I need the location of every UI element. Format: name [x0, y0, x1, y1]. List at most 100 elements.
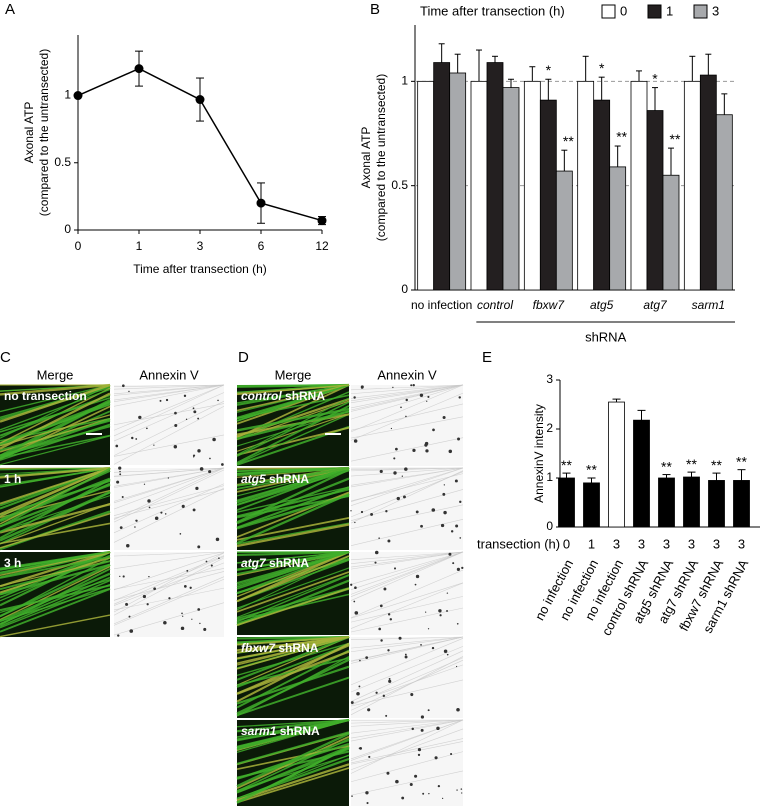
puncta — [396, 496, 400, 501]
neurite — [236, 494, 350, 530]
neurite — [236, 718, 350, 733]
puncta — [358, 685, 361, 688]
bar — [486, 62, 504, 291]
neurite — [350, 384, 464, 395]
puncta — [441, 797, 444, 799]
construct: shRNA — [285, 389, 325, 403]
puncta — [360, 386, 364, 389]
legend-label: 3 — [712, 3, 719, 18]
puncta — [420, 643, 422, 646]
puncta — [119, 470, 121, 473]
puncta — [438, 609, 442, 613]
puncta — [374, 550, 379, 555]
neurite — [236, 731, 350, 765]
x-axis-label: Time after transection (h) — [133, 262, 267, 276]
legend-swatch — [601, 4, 616, 19]
neurite — [236, 516, 350, 541]
bar — [608, 401, 625, 528]
row-label: atg5 shRNA — [241, 472, 309, 486]
neurite — [113, 487, 225, 543]
neurite — [0, 414, 111, 447]
puncta — [393, 457, 396, 460]
x-tick-label: 0 — [75, 239, 82, 253]
neurite — [350, 467, 464, 477]
puncta — [146, 603, 149, 606]
neurite — [113, 384, 225, 387]
neurite — [113, 551, 225, 570]
neurite — [236, 636, 350, 646]
puncta — [415, 574, 420, 579]
puncta — [436, 726, 440, 731]
puncta — [432, 428, 435, 432]
puncta — [148, 575, 150, 578]
neurite — [350, 607, 464, 633]
puncta — [442, 492, 446, 496]
puncta — [460, 788, 463, 790]
puncta — [450, 530, 454, 533]
neurite — [350, 636, 464, 653]
y-axis-label: (compared to the untransected) — [37, 49, 51, 216]
puncta — [446, 653, 449, 656]
bar — [733, 480, 750, 528]
annexin-image — [350, 636, 464, 719]
puncta — [459, 500, 462, 504]
gene-name: control — [241, 389, 282, 403]
puncta — [404, 653, 407, 656]
merge-image — [236, 718, 350, 806]
neurite — [350, 582, 464, 629]
column-header: Merge — [37, 367, 74, 382]
neurite — [0, 383, 111, 423]
x-tick-label: sarm1 — [692, 298, 725, 312]
neurite — [0, 467, 111, 505]
neurite — [236, 384, 350, 439]
puncta — [365, 656, 369, 660]
puncta — [366, 801, 369, 805]
neurite — [0, 522, 111, 545]
bar — [558, 477, 575, 528]
puncta — [412, 383, 415, 387]
neurite — [236, 587, 350, 627]
neurite — [350, 551, 464, 601]
bar — [417, 80, 435, 291]
puncta — [118, 466, 122, 470]
puncta — [174, 424, 178, 428]
bar — [683, 80, 701, 291]
y-tick-label: 1 — [546, 470, 553, 484]
neurite — [236, 732, 350, 788]
puncta — [422, 792, 425, 795]
neurite — [236, 550, 350, 585]
puncta — [192, 456, 195, 458]
neurite — [0, 490, 111, 542]
puncta — [382, 694, 386, 698]
puncta — [117, 634, 120, 637]
puncta — [456, 567, 460, 571]
y-tick-label: 0 — [64, 222, 71, 236]
puncta — [193, 410, 197, 414]
puncta — [461, 792, 463, 794]
puncta — [385, 510, 388, 513]
puncta — [405, 398, 408, 402]
neurite — [0, 512, 111, 549]
puncta — [417, 753, 421, 757]
puncta — [135, 519, 138, 522]
significance-mark: * — [599, 60, 605, 76]
bar — [708, 480, 725, 528]
neurite — [236, 574, 350, 618]
construct: shRNA — [280, 724, 320, 738]
annexin-image — [113, 466, 225, 550]
neurite — [236, 397, 350, 456]
puncta — [192, 508, 196, 512]
row-value: 0 — [563, 536, 570, 551]
puncta — [439, 614, 442, 617]
neurite — [113, 556, 225, 605]
neurite — [350, 679, 464, 707]
neurite — [350, 384, 464, 391]
puncta — [197, 449, 201, 453]
row-value: 3 — [613, 536, 620, 551]
puncta — [354, 586, 357, 590]
panel-label: D — [238, 349, 249, 366]
y-axis-label: Axonal ATP — [359, 127, 373, 189]
puncta — [434, 756, 438, 760]
neurite — [350, 636, 464, 649]
y-axis-label: (compared to the untransected) — [374, 74, 388, 241]
